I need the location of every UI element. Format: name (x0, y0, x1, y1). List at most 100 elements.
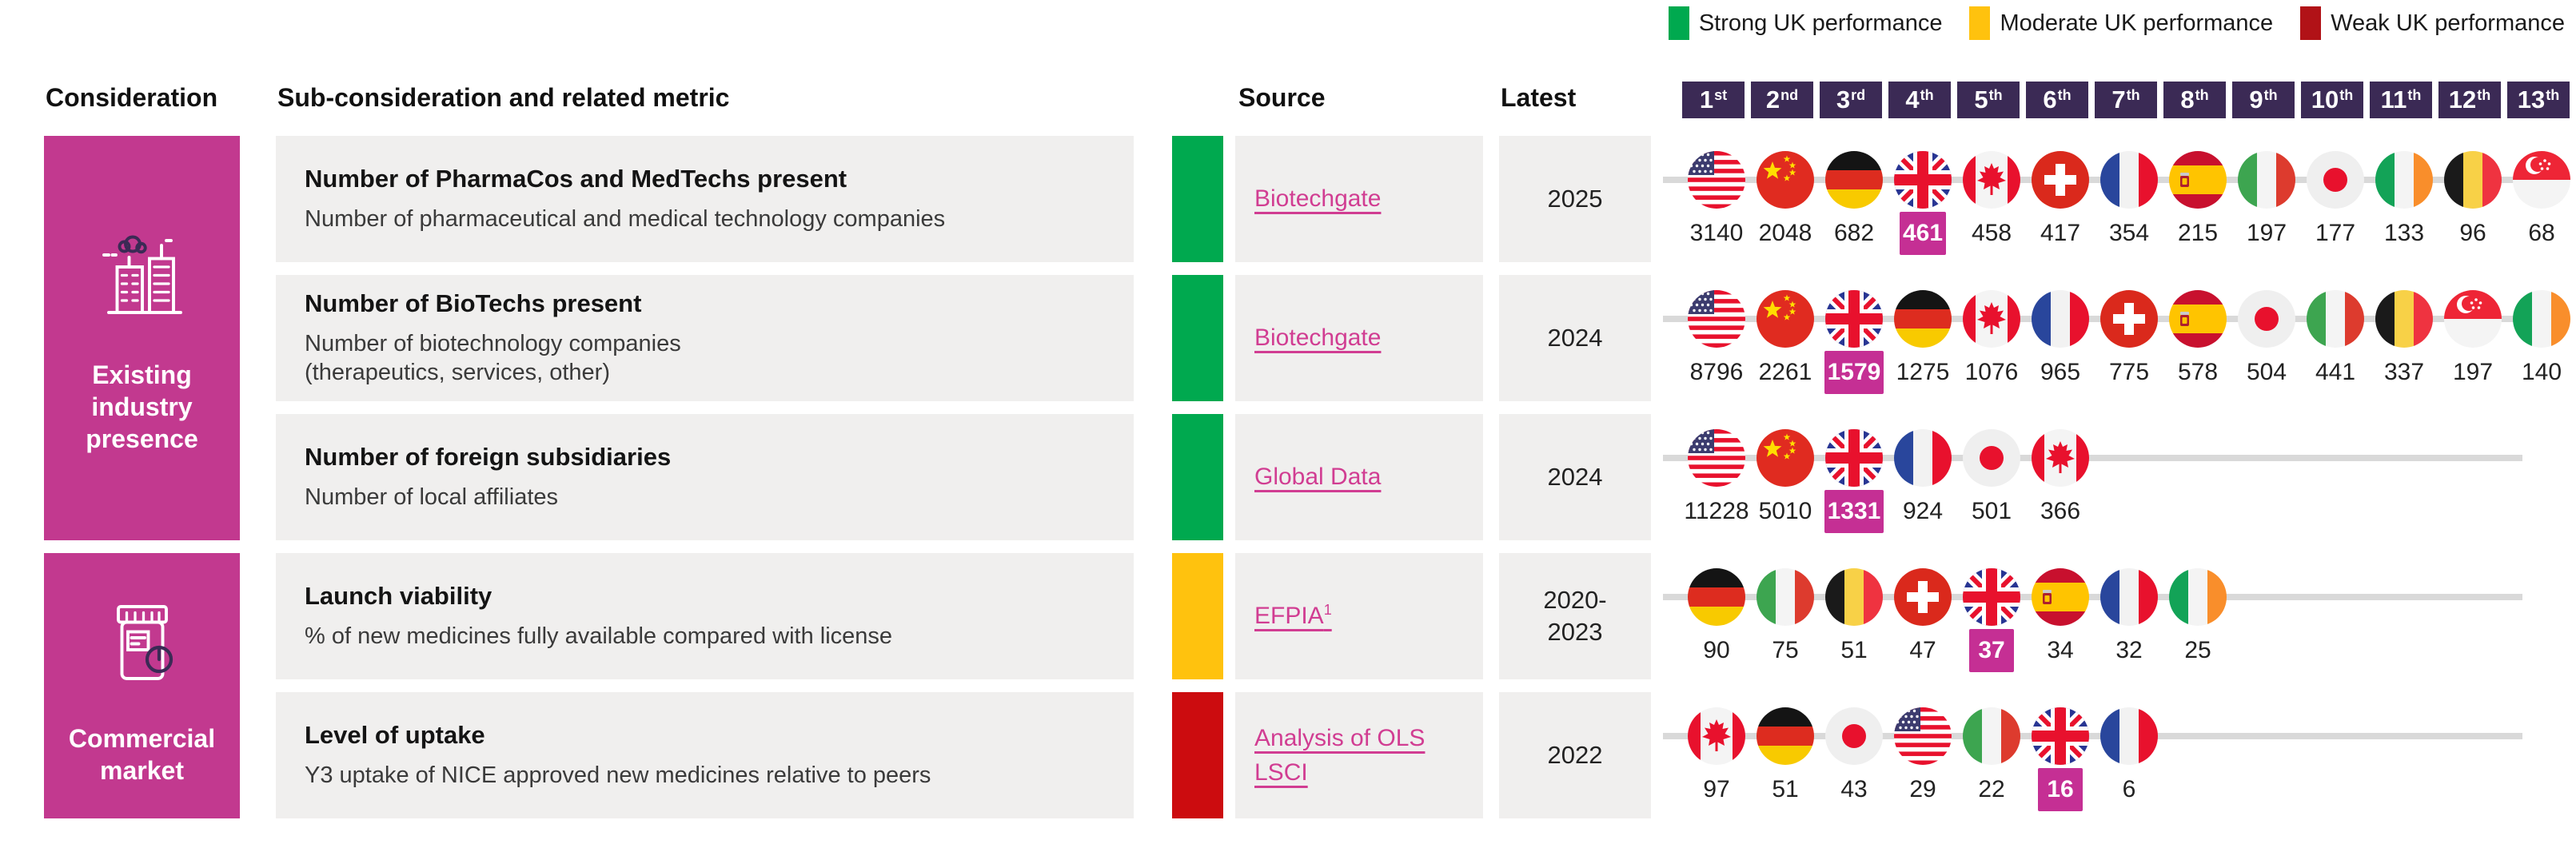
rank-entry-jp: 504 (2232, 275, 2301, 394)
flag-japan-icon (2307, 151, 2364, 209)
source-link[interactable]: Global Data (1254, 464, 1382, 491)
consideration-label: Existing industry presence (86, 360, 198, 453)
rank-value: 578 (2177, 359, 2219, 385)
rows-wrap: Launch viability % of new medicines fully… (276, 553, 2576, 818)
source-link[interactable]: Biotechgate (1254, 185, 1382, 213)
rank-value: 47 (1909, 637, 1936, 663)
rank-suffix: th (2339, 87, 2354, 103)
rank-suffix: th (2477, 87, 2491, 103)
rank-number: 13 (2517, 86, 2546, 113)
rank-entry-fr: 354 (2095, 136, 2163, 255)
rank-value: 133 (2383, 220, 2425, 246)
rank-value: 775 (2108, 359, 2150, 385)
flag-france-icon (2100, 568, 2158, 626)
rank-value: 1076 (1964, 359, 2019, 385)
flags-row: 11228 5010 1331 924 501 366 (1682, 414, 2095, 533)
flag-spain-icon (2169, 290, 2227, 348)
rank-entry-fr: 965 (2026, 275, 2095, 394)
metric-subtitle: % of new medicines fully available compa… (305, 623, 893, 649)
flag-italy-icon (2238, 151, 2295, 209)
source-link[interactable]: Biotechgate (1254, 324, 1382, 352)
rank-entry-gb: 16 (2026, 692, 2095, 811)
rank-number: 3 (1836, 86, 1851, 113)
performance-bar-strong (1172, 275, 1223, 401)
rank-entry-gb: 1579 (1820, 275, 1888, 394)
flag-italy-icon (2307, 290, 2364, 348)
rank-value: 682 (1833, 220, 1875, 246)
rank-entry-it: 197 (2232, 136, 2301, 255)
table-row: Number of foreign subsidiaries Number of … (276, 414, 2576, 540)
rank-value: 337 (2383, 359, 2425, 385)
rank-entry-ca: 366 (2026, 414, 2095, 533)
source-cell: Analysis of OLS LSCI (1235, 692, 1483, 818)
flag-france-icon (2100, 707, 2158, 765)
pill-bottle-icon (82, 585, 202, 705)
rank-value: 90 (1703, 637, 1730, 663)
table-row: Launch viability % of new medicines fully… (276, 553, 2576, 679)
rank-entry-us: 11228 (1682, 414, 1751, 533)
flag-japan-icon (1825, 707, 1883, 765)
flag-canada-icon (1688, 707, 1745, 765)
rows-wrap: Number of PharmaCos and MedTechs present… (276, 136, 2576, 540)
rank-entry-it: 441 (2301, 275, 2370, 394)
rank-entry-us: 8796 (1682, 275, 1751, 394)
rank-number: 8 (2180, 86, 2195, 113)
uk-highlight-value: 1331 (1824, 490, 1884, 533)
performance-bar-moderate (1172, 553, 1223, 679)
rank-value: 43 (1840, 776, 1868, 802)
legend-item: Weak UK performance (2300, 6, 2565, 40)
rank-value: 197 (2452, 359, 2494, 385)
rank-entry-be: 51 (1820, 553, 1888, 672)
timeline-line (1663, 594, 2522, 600)
latest-value: 2020-2023 (1543, 585, 1607, 646)
rank-suffix: th (2407, 87, 2422, 103)
rank-value: 51 (1772, 776, 1799, 802)
flag-switzerland-icon (2032, 151, 2089, 209)
flag-switzerland-icon (1894, 568, 1952, 626)
rank-number: 4 (1905, 86, 1920, 113)
rank-value: 8796 (1689, 359, 1744, 385)
consideration-label: Commercial market (68, 724, 216, 785)
rank-area: 90 75 51 47 37 34 32 25 (1663, 553, 2576, 679)
flags-row: 3140 2048 682 461 458 417 354 215 197 177 133 96 68 (1682, 136, 2576, 255)
rank-entry-sg: 68 (2507, 136, 2576, 255)
rank-entry-jp: 43 (1820, 692, 1888, 811)
rank-value: 140 (2521, 359, 2562, 385)
flag-united-states-icon (1688, 151, 1745, 209)
legend-swatch-icon (1969, 6, 1991, 40)
rank-suffix: rd (1851, 87, 1866, 103)
metric-title: Number of BioTechs present (305, 289, 642, 317)
rank-number: 9 (2249, 86, 2263, 113)
source-link[interactable]: Analysis of OLS LSCI (1254, 724, 1426, 786)
rank-entry-be: 96 (2438, 136, 2507, 255)
rank-entry-gb: 461 (1888, 136, 1957, 255)
flag-italy-icon (1757, 568, 1814, 626)
rank-number: 7 (2111, 86, 2126, 113)
flags-row: 97 51 43 29 22 16 6 (1682, 692, 2163, 811)
rank-entry-de: 1275 (1888, 275, 1957, 394)
rank-area: 11228 5010 1331 924 501 366 (1663, 414, 2576, 540)
performance-bar-strong (1172, 136, 1223, 262)
rank-entry-us: 3140 (1682, 136, 1751, 255)
rank-area: 8796 2261 1579 1275 1076 965 775 578 504 441 337 19… (1663, 275, 2576, 401)
timeline-line (1663, 177, 2522, 183)
source-link[interactable]: EFPIA1 (1254, 602, 1332, 630)
flag-switzerland-icon (2100, 290, 2158, 348)
flag-spain-icon (2169, 151, 2227, 209)
rank-value: 96 (2459, 220, 2486, 246)
flag-belgium-icon (2444, 151, 2502, 209)
rank-entry-jp: 501 (1957, 414, 2026, 533)
flag-belgium-icon (1825, 568, 1883, 626)
flag-germany-icon (1688, 568, 1745, 626)
uk-highlight-value: 16 (2038, 768, 2083, 811)
consideration-existing-industry-presence: Existing industry presence (44, 136, 240, 540)
rank-number: 1 (1699, 86, 1714, 113)
rank-value: 97 (1703, 776, 1730, 802)
rank-value: 1275 (1896, 359, 1950, 385)
rank-area: 3140 2048 682 461 458 417 354 215 197 177 133 96 68 (1663, 136, 2576, 262)
rank-value: 75 (1772, 637, 1799, 663)
